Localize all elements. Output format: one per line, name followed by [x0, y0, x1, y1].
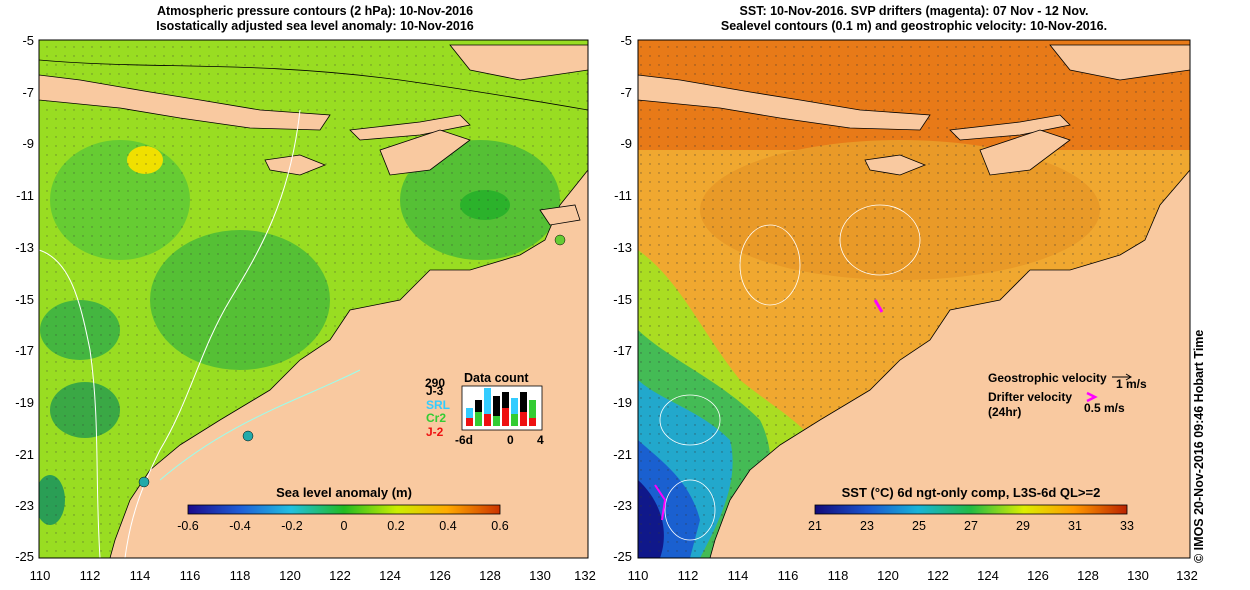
x-tick: 128: [1077, 568, 1099, 583]
x-tick: 112: [79, 568, 101, 583]
right-map: [638, 40, 1190, 558]
y-tick: -21: [613, 447, 632, 462]
cbar-tick: -0.6: [177, 519, 199, 533]
imos-credit: © IMOS 20-Nov-2016 09:46 Hobart Time: [1192, 329, 1206, 563]
y-tick: -23: [613, 498, 632, 513]
y-tick: -5: [22, 33, 34, 48]
right-title-line1: SST: 10-Nov-2016. SVP drifters (magenta)…: [739, 4, 1089, 18]
geo-velocity-label: Geostrophic velocity: [988, 371, 1107, 385]
cbar-tick: 29: [1016, 519, 1030, 533]
x-tick: 126: [429, 568, 451, 583]
y-tick: -11: [614, 188, 632, 203]
geo-velocity-scale: 1 m/s: [1116, 377, 1147, 391]
data-count-chart: [461, 385, 543, 431]
y-tick: -11: [16, 188, 34, 203]
x-tick: 130: [529, 568, 551, 583]
mission-label: SRL: [426, 397, 450, 412]
x-tick: 120: [877, 568, 899, 583]
y-tick: -9: [22, 136, 34, 151]
x-tick: 122: [927, 568, 949, 583]
drifter-velocity-label: Drifter velocity: [988, 390, 1073, 404]
x-tick: 116: [179, 568, 201, 583]
dc-tick: -6d: [455, 433, 473, 447]
x-tick: 126: [1027, 568, 1049, 583]
mission-label: J-3: [426, 384, 444, 398]
y-tick: -5: [620, 33, 632, 48]
cbar-tick: 31: [1068, 519, 1082, 533]
y-tick: -17: [613, 343, 632, 358]
x-tick: 122: [329, 568, 351, 583]
left-title-line2: Isostatically adjusted sea level anomaly…: [156, 19, 474, 33]
y-tick: -7: [620, 85, 632, 100]
y-tick: -13: [15, 240, 34, 255]
data-count-missions: J-3 SRL Cr2 J-2: [426, 384, 450, 439]
cbar-tick: 27: [964, 519, 978, 533]
x-tick: 114: [129, 568, 151, 583]
drifter-velocity-label-2: (24hr): [988, 405, 1022, 419]
y-tick: -25: [613, 549, 632, 564]
x-tick: 118: [827, 568, 849, 583]
y-tick: -19: [15, 395, 34, 410]
data-count-title: Data count: [464, 371, 529, 385]
y-tick: -7: [22, 85, 34, 100]
right-title-line2: Sealevel contours (0.1 m) and geostrophi…: [720, 19, 1108, 33]
y-tick: -9: [620, 136, 632, 151]
drifter-velocity-scale: 0.5 m/s: [1084, 401, 1125, 415]
y-tick: -15: [613, 292, 632, 307]
y-tick: -17: [15, 343, 34, 358]
cbar-tick: 33: [1120, 519, 1134, 533]
mission-label: Cr2: [426, 411, 447, 425]
mission-label: J-2: [426, 424, 444, 439]
x-tick: 116: [777, 568, 799, 583]
cbar-tick: 23: [860, 519, 874, 533]
x-tick: 132: [574, 568, 596, 583]
x-tick: 112: [677, 568, 699, 583]
y-tick: -15: [15, 292, 34, 307]
sst-colorbar-title: SST (°C) 6d ngt-only comp, L3S-6d QL>=2: [841, 485, 1101, 500]
y-tick: -21: [15, 447, 34, 462]
cbar-tick: 0.6: [491, 519, 509, 533]
data-count-max: 290: [425, 376, 446, 390]
x-tick: 110: [29, 568, 51, 583]
x-tick: 124: [379, 568, 401, 583]
sla-colorbar: [187, 504, 501, 515]
x-tick: 132: [1176, 568, 1198, 583]
cbar-tick: 0: [340, 519, 348, 533]
drifter-track: [873, 299, 884, 313]
x-tick: 130: [1127, 568, 1149, 583]
cbar-tick: -0.2: [281, 519, 303, 533]
sst-colorbar: [814, 504, 1128, 515]
cbar-tick: 25: [912, 519, 926, 533]
x-tick: 114: [727, 568, 749, 583]
x-tick: 120: [279, 568, 301, 583]
y-tick: -23: [15, 498, 34, 513]
x-tick: 110: [627, 568, 649, 583]
x-tick: 124: [977, 568, 999, 583]
dc-tick: 0: [507, 433, 514, 447]
drifter-velocity-arrow: [1086, 391, 1098, 403]
cbar-tick: -0.4: [229, 519, 251, 533]
cbar-tick: 0.4: [439, 519, 457, 533]
left-title-line1: Atmospheric pressure contours (2 hPa): 1…: [156, 4, 474, 18]
dc-tick: 4: [537, 433, 544, 447]
x-tick: 118: [229, 568, 251, 583]
left-map: [39, 40, 588, 558]
cbar-tick: 21: [808, 519, 822, 533]
y-tick: -13: [613, 240, 632, 255]
cbar-tick: 0.2: [387, 519, 405, 533]
drifter-track: [654, 484, 667, 521]
x-tick: 128: [479, 568, 501, 583]
y-tick: -25: [15, 549, 34, 564]
y-tick: -19: [613, 395, 632, 410]
sla-colorbar-title: Sea level anomaly (m): [276, 485, 412, 500]
